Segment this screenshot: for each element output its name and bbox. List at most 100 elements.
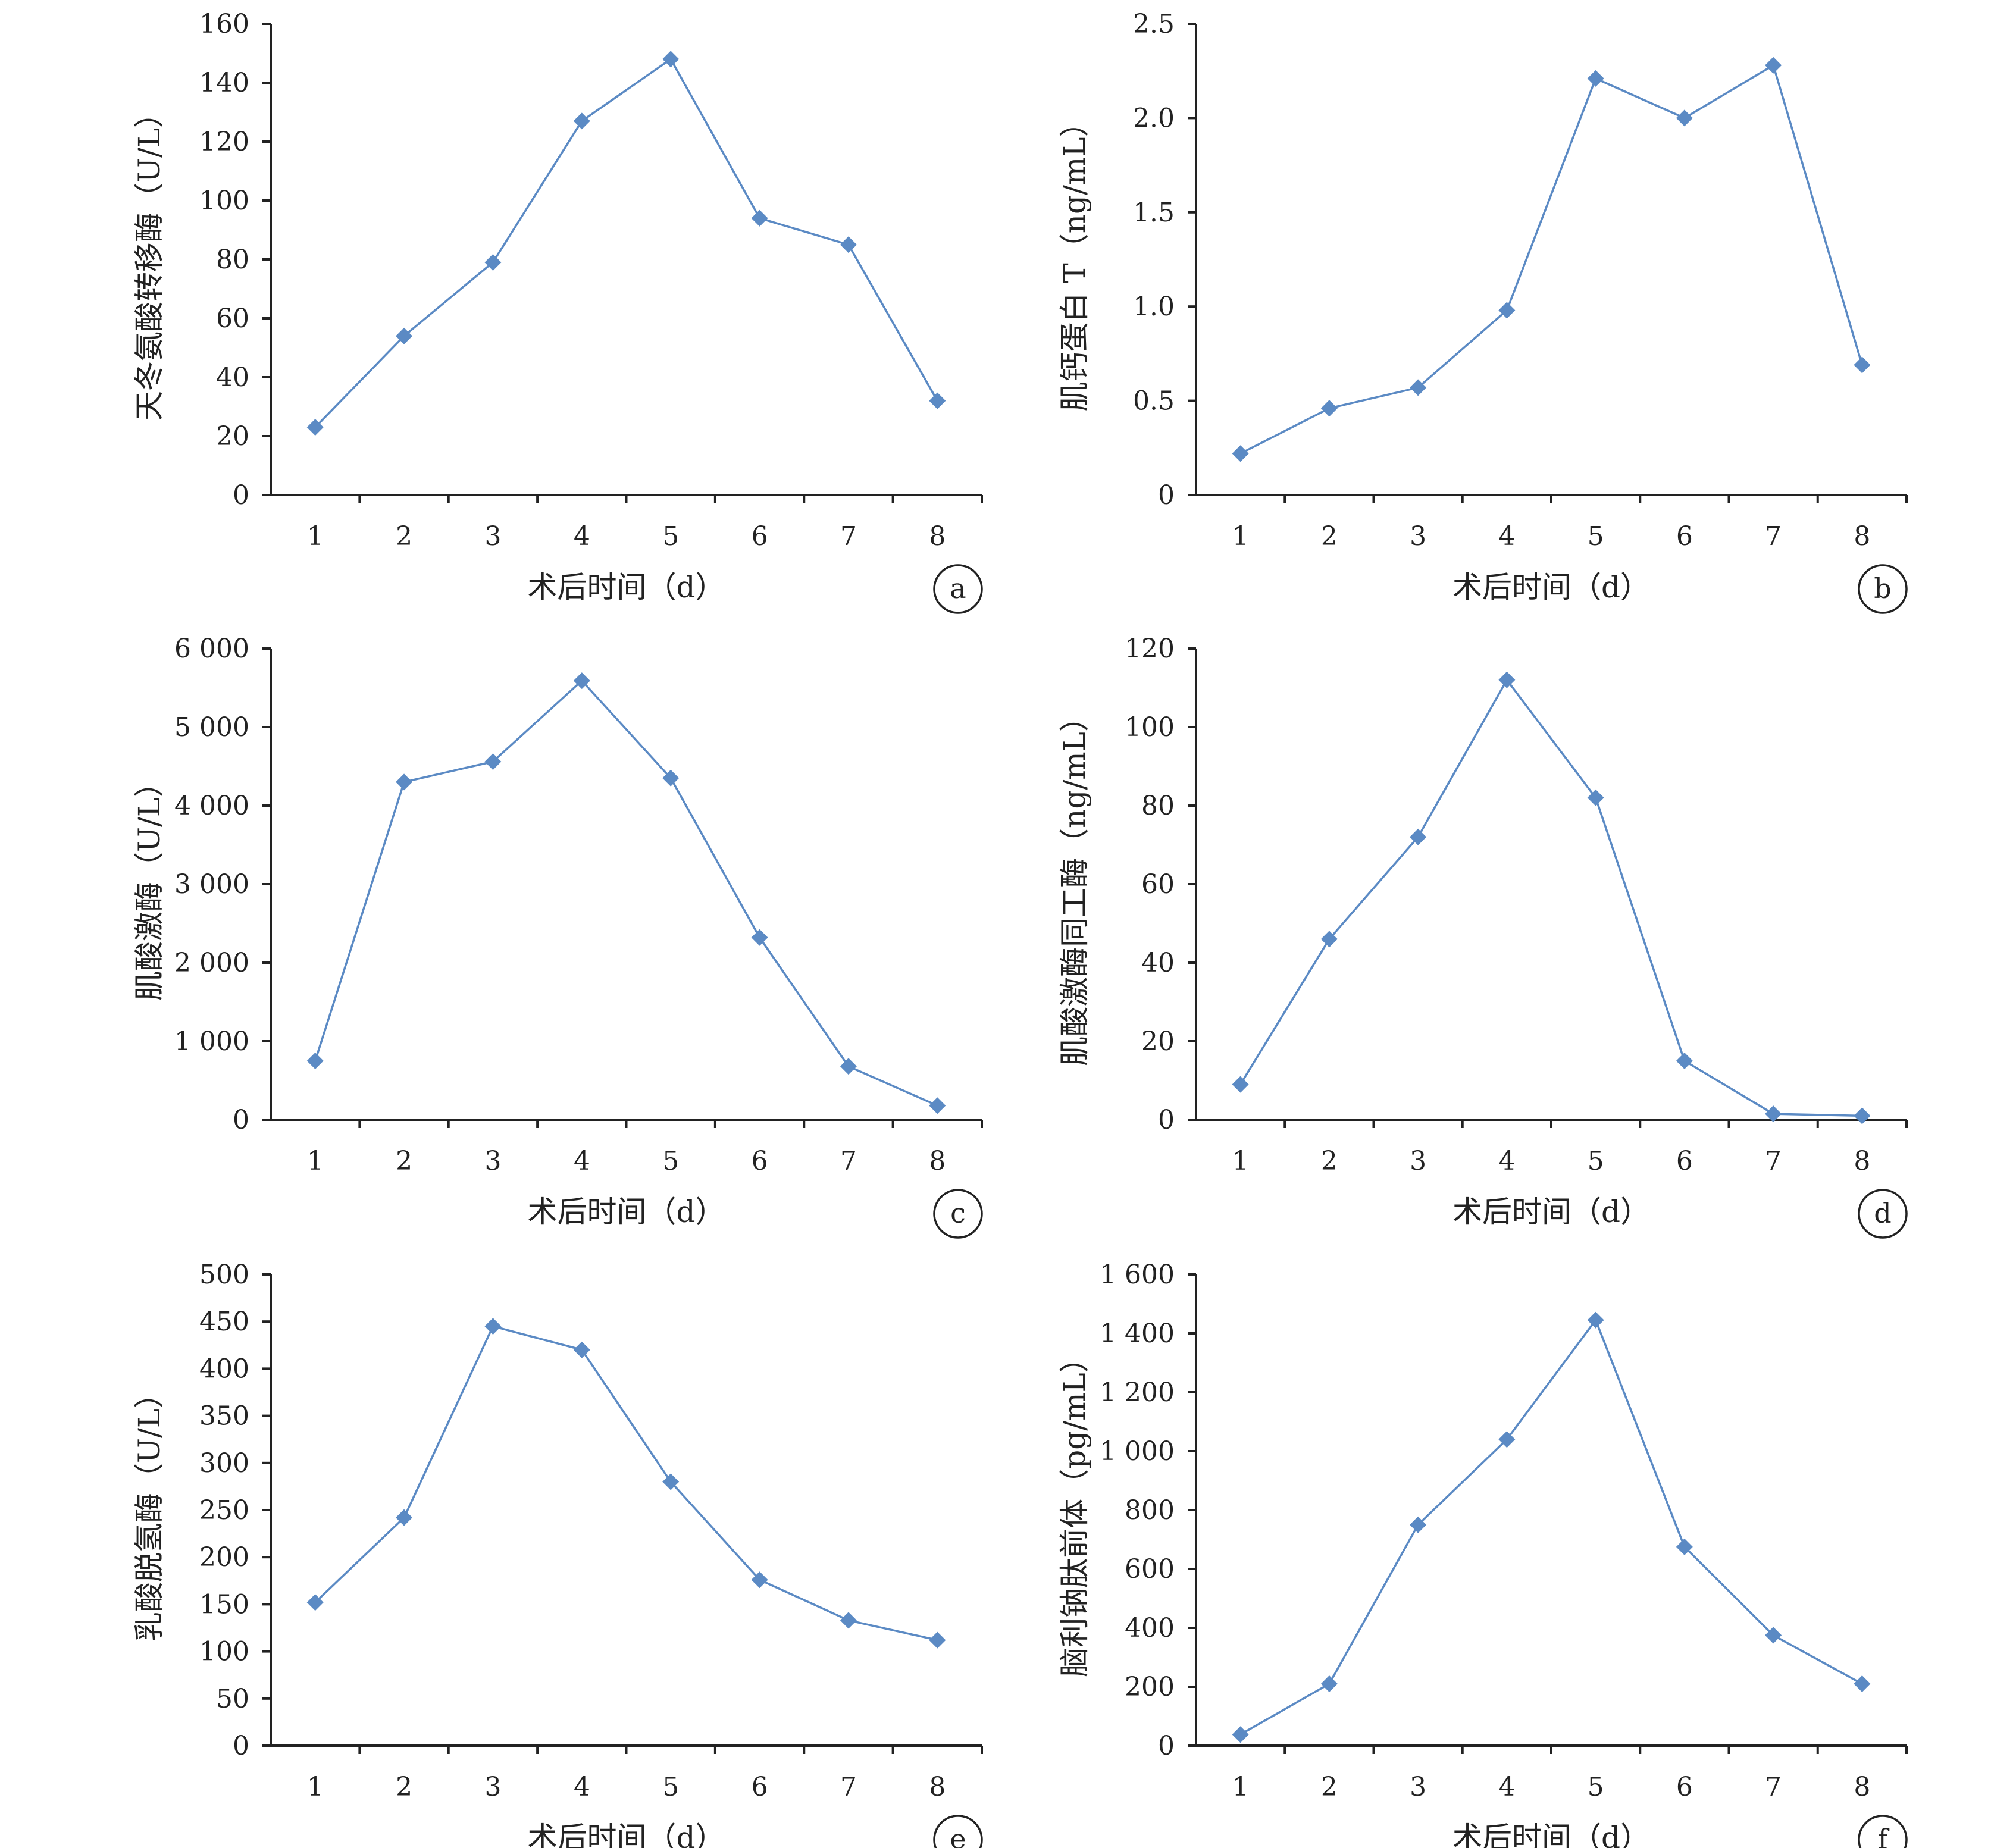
y-tick-label: 1 000: [1100, 1436, 1175, 1467]
x-axis-title: 术后时间（d）: [1452, 1821, 1650, 1848]
x-tick-label: 7: [1765, 1146, 1782, 1176]
y-axis-title: 天冬氨酸转移酶（U/L）: [132, 98, 167, 421]
series-line: [314, 57, 938, 428]
data-point-diamond: [396, 773, 413, 791]
data-point-diamond: [1320, 931, 1338, 948]
panel-label: e: [950, 1823, 966, 1848]
y-tick-label: 600: [1125, 1554, 1175, 1584]
data-point-diamond: [306, 1594, 324, 1611]
x-tick-label: 3: [1410, 1146, 1426, 1176]
chart-panel-e: 0 50 100 150 200 250 300 350 400 450 500 1 2 3 4 5 6 7 8 术后…: [132, 1260, 983, 1848]
x-axis-title: 术后时间（d）: [527, 1821, 725, 1848]
data-point-diamond: [840, 236, 857, 253]
y-tick-label: 0: [233, 480, 249, 510]
data-point-diamond: [1854, 1107, 1871, 1125]
panel-label: b: [1874, 572, 1891, 604]
data-point-diamond: [1676, 1053, 1693, 1069]
data-point-diamond: [1854, 356, 1871, 374]
data-point-diamond: [306, 1053, 324, 1069]
x-tick-label: 8: [929, 521, 946, 552]
data-point-diamond: [484, 753, 502, 770]
data-point-diamond: [1498, 302, 1516, 319]
y-tick-label: 350: [199, 1401, 249, 1432]
x-tick-label: 4: [1498, 1772, 1515, 1802]
y-tick-label: 0: [1158, 1105, 1175, 1135]
data-point-diamond: [484, 253, 502, 271]
data-point-diamond: [1676, 1538, 1693, 1555]
data-point-diamond: [1587, 70, 1604, 87]
x-tick-label: 1: [1232, 1146, 1249, 1176]
data-point-diamond: [1410, 1516, 1427, 1533]
data-point-diamond: [929, 392, 946, 409]
y-tick-label: 0: [233, 1731, 249, 1761]
x-tick-label: 8: [929, 1146, 946, 1176]
y-tick-label: 160: [199, 9, 249, 39]
x-tick-label: 4: [574, 521, 590, 552]
data-point-diamond: [1765, 1105, 1782, 1123]
data-point-diamond: [662, 51, 680, 68]
panel-label-circle: [933, 1189, 983, 1239]
x-tick-label: 6: [1676, 1772, 1693, 1802]
data-point-diamond: [1498, 1431, 1516, 1448]
y-tick-label: 40: [216, 362, 249, 393]
x-tick-label: 5: [662, 1772, 679, 1802]
x-tick-label: 7: [1765, 1772, 1782, 1802]
data-point-diamond: [1854, 1675, 1871, 1693]
panel-label-circle: [933, 564, 983, 614]
y-tick-label: 450: [199, 1307, 249, 1337]
data-point-diamond: [1232, 445, 1249, 462]
x-tick-label: 1: [307, 521, 324, 552]
x-tick-label: 6: [1676, 1146, 1693, 1176]
y-tick-label: 200: [199, 1542, 249, 1573]
data-point-diamond: [1587, 789, 1604, 806]
data-point-diamond: [840, 1612, 857, 1629]
x-tick-label: 5: [662, 521, 679, 552]
x-tick-label: 2: [396, 521, 412, 552]
chart-panel-f: 0 200 400 600 800 1 000 1 200 1 400 1 600 1 2 3 4 5 6 7…: [1057, 1260, 1908, 1848]
data-point-diamond: [1410, 379, 1427, 396]
y-tick-label: 0: [1158, 480, 1175, 510]
x-tick-label: 2: [1321, 1146, 1338, 1176]
x-tick-label: 1: [307, 1146, 324, 1176]
x-tick-label: 4: [1498, 521, 1515, 552]
x-tick-label: 4: [574, 1146, 590, 1176]
y-axis-title: 肌酸激酶（U/L）: [132, 768, 167, 1001]
series-line: [1239, 64, 1864, 455]
data-point-diamond: [751, 209, 768, 227]
y-tick-label: 100: [199, 1637, 249, 1667]
y-tick-label: 800: [1125, 1495, 1175, 1526]
x-tick-label: 5: [1588, 1146, 1604, 1176]
x-tick-label: 8: [1854, 521, 1870, 552]
chart-panel-a: 0 20 40 60 80 100 120 140 160 1 2 3 4 5 6 7 8 术后时间（d） 天冬氨酸…: [132, 9, 983, 614]
chart-panel-b: 0 0.5 1.0 1.5 2.0 2.5 1 2 3 4 5 6 7 8 术后时间（d） 肌钙蛋白 T（ng…: [1057, 9, 1908, 614]
data-point-diamond: [1320, 400, 1338, 417]
series-line: [314, 679, 938, 1107]
y-tick-label: 2.0: [1133, 103, 1175, 133]
y-tick-label: 1 000: [174, 1026, 249, 1057]
y-tick-label: 120: [199, 127, 249, 157]
x-tick-label: 5: [662, 1146, 679, 1176]
data-point-diamond: [929, 1631, 946, 1649]
data-point-diamond: [1498, 671, 1516, 688]
data-point-diamond: [1410, 828, 1427, 845]
data-point-diamond: [840, 1058, 857, 1075]
x-tick-label: 6: [1676, 521, 1693, 552]
y-tick-label: 400: [199, 1354, 249, 1384]
x-tick-label: 8: [1854, 1772, 1870, 1802]
y-tick-label: 0.5: [1133, 386, 1175, 416]
data-point-diamond: [1320, 1675, 1338, 1693]
x-tick-label: 3: [484, 521, 501, 552]
data-point-diamond: [306, 419, 324, 436]
series-line: [1239, 1318, 1863, 1736]
y-tick-label: 60: [1141, 869, 1175, 900]
data-point-diamond: [1587, 1311, 1604, 1329]
x-tick-label: 3: [1410, 1772, 1426, 1802]
y-axis-title: 脑利钠肽前体（pg/mL）: [1057, 1343, 1092, 1677]
x-tick-label: 7: [840, 1772, 857, 1802]
y-tick-label: 3 000: [174, 869, 249, 900]
x-tick-label: 2: [1321, 1772, 1338, 1802]
y-tick-label: 100: [199, 186, 249, 216]
data-point-diamond: [751, 929, 768, 946]
y-tick-label: 5 000: [174, 712, 249, 743]
x-tick-label: 7: [840, 521, 857, 552]
